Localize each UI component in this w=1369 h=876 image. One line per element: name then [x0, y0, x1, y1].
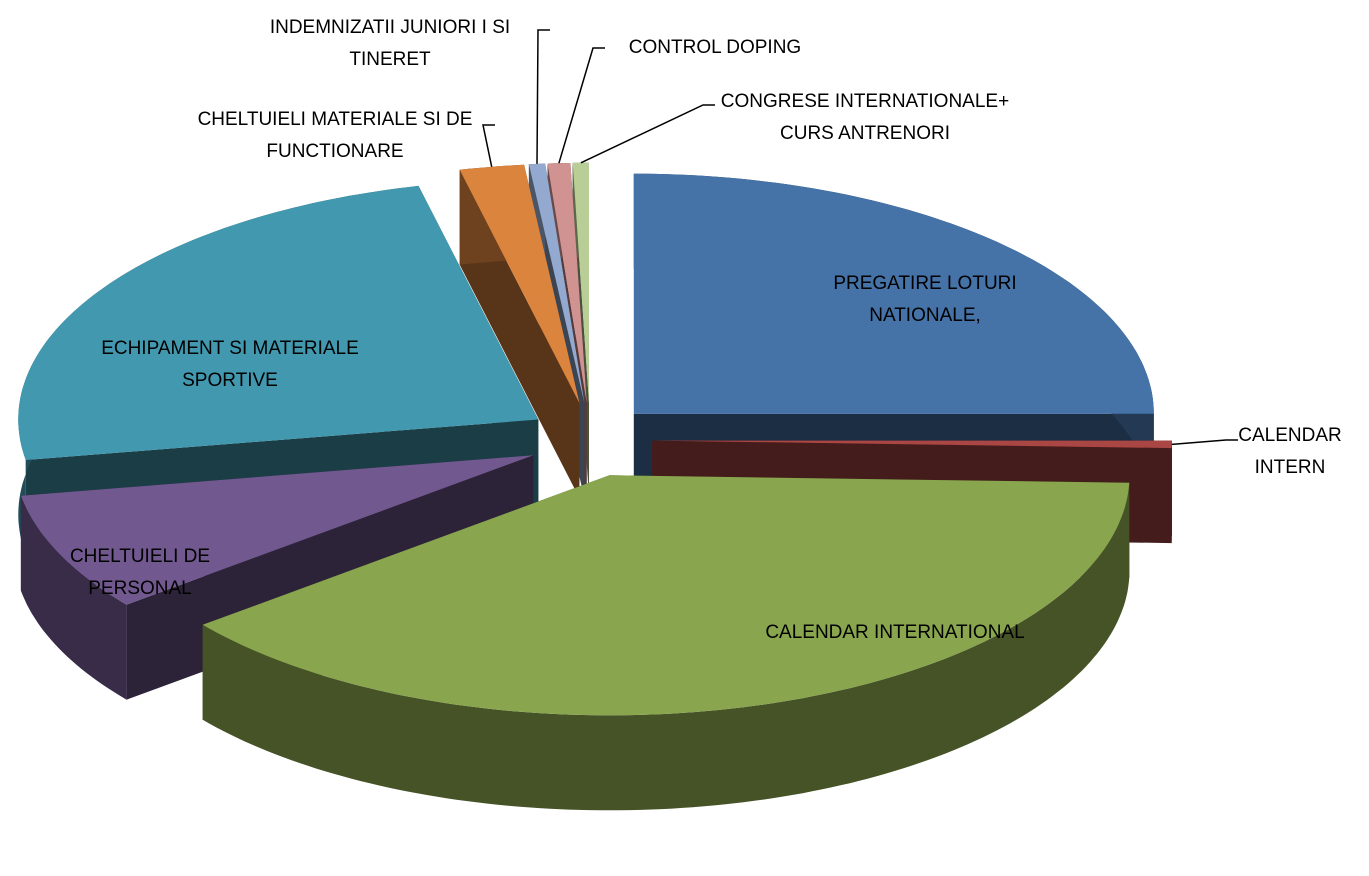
- slice: [572, 162, 589, 403]
- leader-line: [580, 104, 715, 164]
- slice-label: CALENDAR INTERN: [1238, 425, 1342, 478]
- slice-label: CONTROL DOPING: [628, 37, 802, 58]
- slice-label: INDEMNIZATII JUNIORI I SI TINERET: [269, 17, 511, 70]
- slice: [528, 163, 585, 403]
- slice: [652, 440, 1172, 449]
- leader-line: [1171, 439, 1238, 446]
- slice-label: PREGATIRE LOTURI NATIONALE,: [833, 273, 1017, 326]
- slice: [18, 185, 539, 460]
- leader-line: [536, 29, 550, 164]
- slice-side: [20, 495, 127, 700]
- leader-line: [482, 124, 495, 167]
- slice-label: CONGRESE INTERNATIONALE+ CURS ANTRENORI: [720, 91, 1010, 144]
- leader-line: [558, 47, 605, 164]
- slice: [459, 164, 580, 404]
- slice: [202, 475, 1130, 716]
- slice: [20, 455, 534, 605]
- slice: [633, 173, 1154, 414]
- slice-side: [202, 482, 1130, 811]
- slice: [547, 163, 587, 403]
- slice-label: CHELTUIELI DE PERSONAL: [69, 546, 211, 599]
- slice-label: ECHIPAMENT SI MATERIALE SPORTIVE: [101, 338, 359, 391]
- slice-label: CALENDAR INTERNATIONAL: [765, 622, 1025, 643]
- slice-label: CHELTUIELI MATERIALE SI DE FUNCTIONARE: [197, 109, 473, 162]
